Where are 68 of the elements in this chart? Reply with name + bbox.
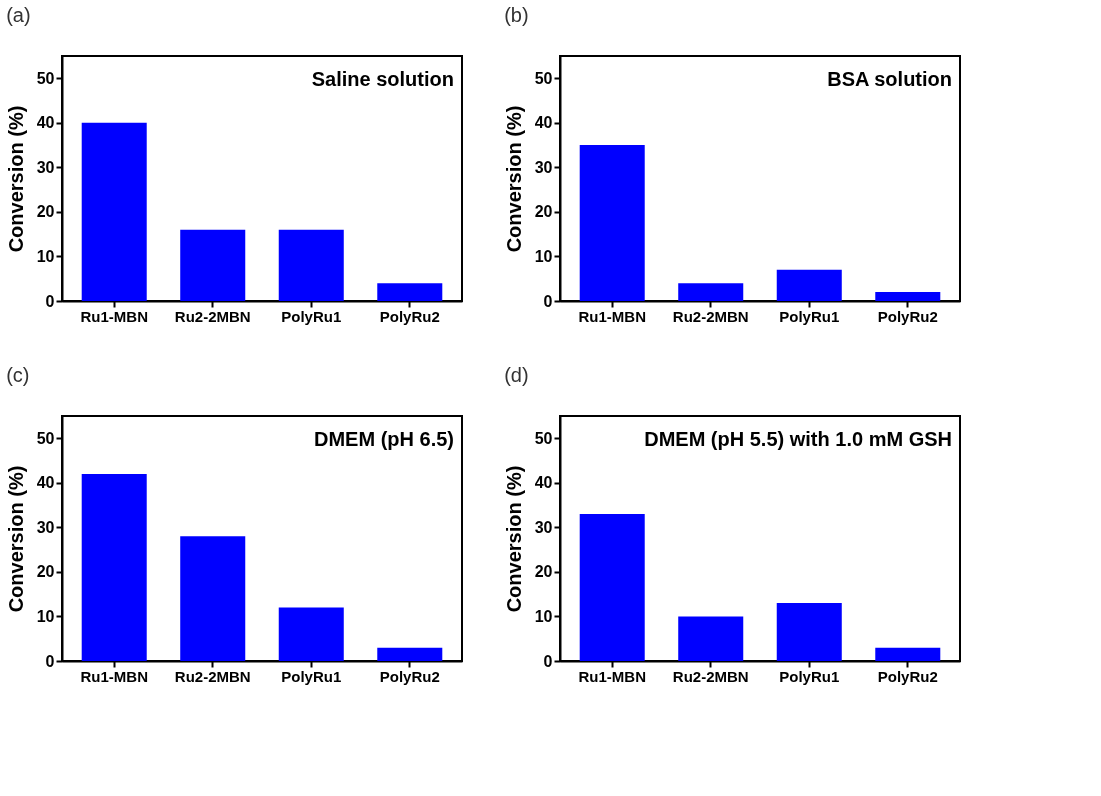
- bar: [579, 514, 645, 661]
- y-axis-title: Conversion (%): [502, 465, 525, 613]
- y-tick-label: 20: [36, 563, 55, 581]
- x-tick-label: PolyRu2: [379, 307, 440, 325]
- y-tick-label: 50: [36, 429, 55, 447]
- y-tick-label: 40: [534, 474, 553, 492]
- x-tick-label: Ru1-MBN: [578, 667, 646, 685]
- x-tick-label: Ru2-2MBN: [672, 667, 749, 685]
- bar: [579, 145, 645, 301]
- bar: [875, 292, 941, 301]
- bar: [81, 473, 147, 661]
- y-axis-title: Conversion (%): [4, 465, 27, 613]
- annotation: DMEM (pH 6.5): [314, 428, 454, 450]
- y-tick-label: 40: [36, 474, 55, 492]
- annotation: BSA solution: [827, 68, 952, 90]
- y-tick-label: 30: [36, 518, 55, 536]
- y-tick-label: 30: [534, 518, 553, 536]
- x-tick-label: PolyRu1: [281, 307, 342, 325]
- bar: [278, 607, 344, 661]
- chart-title: (c): [6, 364, 30, 386]
- x-tick-label: PolyRu1: [779, 667, 840, 685]
- bar: [180, 536, 246, 661]
- x-tick-label: PolyRu1: [281, 667, 342, 685]
- y-axis-title: Conversion (%): [4, 105, 27, 253]
- y-tick-label: 20: [534, 563, 553, 581]
- bar: [278, 229, 344, 301]
- bar: [377, 647, 443, 661]
- bar: [776, 269, 842, 301]
- bar: [377, 283, 443, 301]
- annotation: DMEM (pH 5.5) with 1.0 mM GSH: [644, 428, 952, 450]
- bar: [776, 603, 842, 661]
- x-tick-label: Ru2-2MBN: [174, 667, 251, 685]
- y-tick-label: 30: [534, 158, 553, 176]
- y-tick-label: 50: [534, 69, 553, 87]
- y-tick-label: 0: [543, 292, 553, 310]
- bar: [875, 647, 941, 661]
- x-tick-label: Ru1-MBN: [578, 307, 646, 325]
- y-axis-title: Conversion (%): [502, 105, 525, 253]
- y-tick-label: 10: [36, 247, 55, 265]
- bar: [678, 616, 744, 661]
- y-tick-label: 40: [534, 114, 553, 132]
- bar: [678, 283, 744, 301]
- bar: [81, 122, 147, 301]
- y-tick-label: 10: [534, 247, 553, 265]
- x-tick-label: PolyRu2: [877, 667, 938, 685]
- x-tick-label: PolyRu2: [379, 667, 440, 685]
- chart-title: (b): [504, 4, 529, 26]
- y-tick-label: 10: [534, 607, 553, 625]
- y-tick-label: 20: [36, 203, 55, 221]
- x-tick-label: Ru2-2MBN: [672, 307, 749, 325]
- chart-title: (a): [6, 4, 31, 26]
- y-tick-label: 40: [36, 114, 55, 132]
- chart-title: (d): [504, 364, 529, 386]
- y-tick-label: 50: [36, 69, 55, 87]
- y-tick-label: 0: [45, 652, 55, 670]
- y-tick-label: 0: [45, 292, 55, 310]
- bar: [180, 229, 246, 301]
- x-tick-label: Ru2-2MBN: [174, 307, 251, 325]
- y-tick-label: 50: [534, 429, 553, 447]
- y-tick-label: 30: [36, 158, 55, 176]
- y-tick-label: 0: [543, 652, 553, 670]
- x-tick-label: PolyRu2: [877, 307, 938, 325]
- x-tick-label: PolyRu1: [779, 307, 840, 325]
- x-tick-label: Ru1-MBN: [80, 307, 148, 325]
- y-tick-label: 20: [534, 203, 553, 221]
- x-tick-label: Ru1-MBN: [80, 667, 148, 685]
- annotation: Saline solution: [311, 68, 454, 90]
- y-tick-label: 10: [36, 607, 55, 625]
